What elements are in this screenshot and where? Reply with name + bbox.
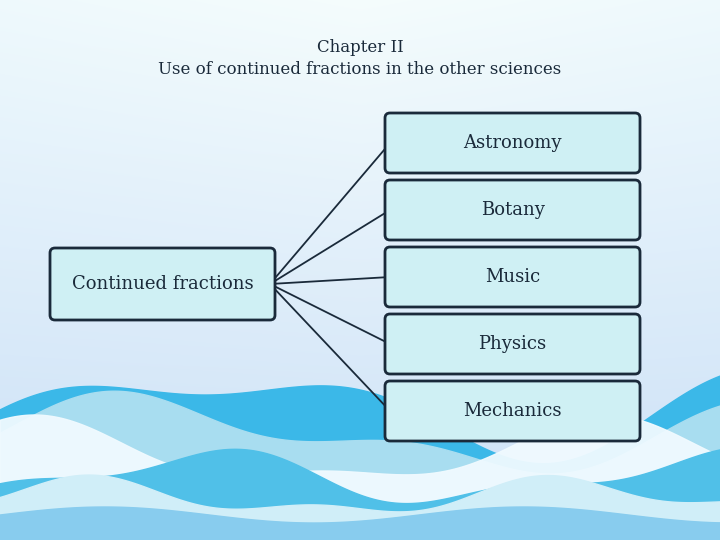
FancyBboxPatch shape bbox=[385, 113, 640, 173]
Text: Music: Music bbox=[485, 268, 540, 286]
Text: Astronomy: Astronomy bbox=[463, 134, 562, 152]
FancyBboxPatch shape bbox=[385, 180, 640, 240]
Text: Mechanics: Mechanics bbox=[463, 402, 562, 420]
Text: Use of continued fractions in the other sciences: Use of continued fractions in the other … bbox=[158, 62, 562, 78]
Text: Continued fractions: Continued fractions bbox=[72, 275, 253, 293]
FancyBboxPatch shape bbox=[385, 314, 640, 374]
Text: Botany: Botany bbox=[480, 201, 544, 219]
FancyBboxPatch shape bbox=[385, 247, 640, 307]
Text: Physics: Physics bbox=[478, 335, 546, 353]
FancyBboxPatch shape bbox=[385, 381, 640, 441]
FancyBboxPatch shape bbox=[50, 248, 275, 320]
Text: Chapter II: Chapter II bbox=[317, 39, 403, 57]
